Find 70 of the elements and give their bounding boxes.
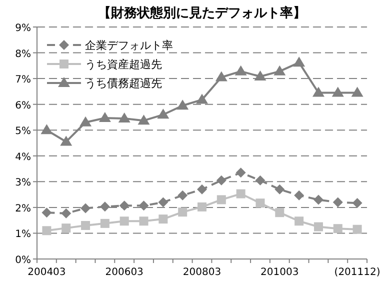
point [98,112,111,122]
x-tick-label: 200403 [28,267,66,278]
point [196,94,208,104]
point [42,208,52,218]
point [118,112,130,123]
point [216,175,226,186]
point [274,65,286,76]
point [120,216,129,226]
point [198,202,206,212]
point [119,200,130,211]
legend-label: うち債務超過先 [85,77,162,90]
point [332,86,344,97]
point [138,114,150,125]
x-tick-label: 200603 [105,267,144,278]
point [236,189,246,198]
point [236,168,246,178]
point [294,216,304,226]
point [62,224,71,233]
point [158,197,168,208]
point [178,208,188,217]
y-tick-label: 1% [15,229,31,240]
point [60,136,72,146]
point [81,220,90,230]
point [256,198,265,208]
point [275,208,284,218]
point [352,198,362,208]
point [312,86,324,97]
point [178,190,188,200]
point [40,124,53,134]
x-tick-label: (201112) [334,267,380,278]
y-tick-label: 3% [15,178,31,189]
point [158,214,168,224]
y-tick-label: 5% [15,126,31,138]
y-tick-label: 4% [15,152,31,163]
point [215,71,228,82]
legend-label: うち資産超過先 [85,58,162,71]
point [80,116,92,126]
x-tick-label: 200803 [182,267,222,278]
y-tick-label: 8% [15,48,31,60]
chart-title: 【財務状態別に見たデフォルト率】 [98,5,306,21]
point [138,200,149,211]
point [294,190,304,200]
point [61,208,72,218]
point [100,218,110,228]
point [139,216,148,226]
y-tick-label: 6% [15,100,31,112]
point [216,195,226,204]
point [293,56,306,67]
point [234,65,247,76]
point [255,175,266,186]
y-tick-label: 7% [15,74,31,86]
y-tick-label: 2% [15,203,31,214]
y-tick-label: 0% [15,255,31,266]
point [333,224,342,234]
point [80,203,91,214]
point [352,224,362,234]
point [351,86,364,97]
point [254,70,266,80]
point [157,108,170,119]
legend-label: 企業デフォルト率 [85,39,173,52]
point [332,197,343,208]
point [314,222,323,232]
x-tick-label: 201003 [260,267,299,278]
point [313,194,324,205]
point [42,226,52,236]
y-tick-label: 9% [15,23,31,34]
point [274,184,285,194]
point [100,202,110,212]
point [197,184,207,194]
point [176,100,189,110]
